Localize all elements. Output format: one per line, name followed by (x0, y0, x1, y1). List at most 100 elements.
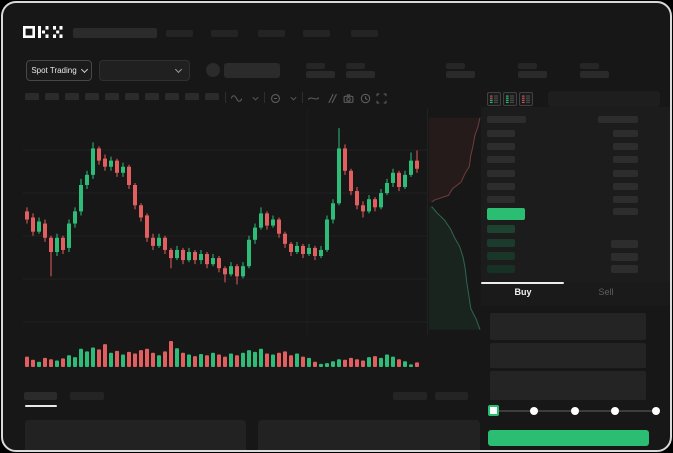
wave-indicator-icon[interactable] (230, 92, 242, 104)
candle (175, 249, 179, 259)
pair-name-placeholder (224, 63, 280, 78)
candle (49, 237, 53, 252)
volume-bar (31, 359, 35, 367)
book-combined-icon[interactable] (487, 92, 501, 106)
candle (331, 203, 335, 220)
nav-item-placeholder[interactable] (258, 30, 285, 37)
volume-bar (319, 363, 323, 367)
candle (235, 266, 239, 277)
book-size-placeholder (611, 265, 638, 273)
interval-placeholder[interactable] (85, 93, 99, 100)
nav-item-placeholder[interactable] (351, 30, 378, 37)
volume-bar (379, 357, 383, 367)
search-placeholder[interactable] (73, 28, 157, 38)
volume-bar (289, 355, 293, 367)
nav-item-placeholder[interactable] (166, 30, 193, 37)
history-clock-icon[interactable] (359, 92, 371, 104)
tab-sell[interactable]: Sell (598, 287, 614, 297)
ask-row-placeholder (487, 196, 515, 203)
volume-bar (181, 352, 185, 367)
slider-stop[interactable] (611, 407, 620, 415)
ask-row-placeholder (487, 130, 515, 137)
depth-chart[interactable] (427, 109, 482, 335)
order-form-tabs (481, 282, 670, 306)
bid-row-placeholder (487, 252, 515, 260)
chevron-down-icon[interactable] (287, 92, 299, 104)
candle (109, 160, 113, 167)
candle (241, 266, 245, 277)
book-asks-icon[interactable] (519, 92, 533, 106)
bottom-action-placeholder[interactable] (435, 392, 468, 400)
ask-row-placeholder (487, 156, 515, 163)
candle (181, 249, 185, 261)
volume-bar (331, 361, 335, 367)
buy-submit-button[interactable] (488, 430, 649, 446)
nav-item-placeholder[interactable] (211, 30, 238, 37)
stat-label-placeholder (346, 63, 365, 69)
market-type-label: Spot Trading (31, 66, 77, 75)
tab-buy[interactable]: Buy (514, 287, 532, 297)
volume-bar (217, 354, 221, 367)
candle (307, 247, 311, 255)
candle (103, 158, 107, 167)
total-input-placeholder[interactable] (490, 371, 646, 400)
interval-placeholder[interactable] (185, 93, 199, 100)
orders-table-placeholder (25, 420, 246, 450)
chevron-down-icon[interactable] (249, 92, 261, 104)
volume-bar (283, 351, 287, 367)
interval-placeholder[interactable] (205, 93, 219, 100)
candle (169, 249, 173, 259)
candle (361, 205, 365, 212)
nav-item-placeholder[interactable] (303, 30, 330, 37)
slider-stop[interactable] (570, 407, 579, 415)
trendline-icon[interactable] (307, 92, 319, 104)
book-size-placeholder (613, 183, 638, 190)
candle (31, 217, 35, 232)
stat-label-placeholder (580, 63, 599, 69)
interval-placeholder[interactable] (145, 93, 159, 100)
slider-stop[interactable] (652, 407, 660, 415)
bottom-tab-active-placeholder[interactable] (24, 392, 57, 400)
interval-placeholder[interactable] (45, 93, 59, 100)
interval-placeholder[interactable] (65, 93, 79, 100)
candle (187, 251, 191, 261)
volume-bar (373, 356, 377, 367)
fullscreen-icon[interactable] (375, 92, 387, 104)
candle (229, 266, 233, 275)
pair-selector-dropdown[interactable] (99, 60, 190, 81)
bottom-action-placeholder[interactable] (393, 392, 427, 400)
market-type-dropdown[interactable]: Spot Trading (26, 60, 92, 81)
interval-placeholder[interactable] (25, 93, 39, 100)
candle (121, 166, 125, 173)
candle (271, 219, 275, 226)
candle (313, 247, 317, 257)
chevron-down-icon (174, 65, 183, 74)
amount-input-placeholder[interactable] (490, 343, 646, 368)
bottom-tab-placeholder[interactable] (70, 392, 104, 400)
volume-bar (205, 355, 209, 367)
volume-bar (271, 354, 275, 367)
camera-icon[interactable] (342, 92, 354, 104)
interval-placeholder[interactable] (165, 93, 179, 100)
candle (259, 213, 263, 228)
stat-value-placeholder (446, 71, 475, 78)
volume-bar (43, 357, 47, 367)
last-price-bar[interactable] (487, 208, 525, 220)
pair-avatar (206, 63, 220, 77)
compare-hatch-icon[interactable] (325, 92, 337, 104)
okx-logo[interactable] (22, 25, 69, 39)
candle (397, 172, 401, 188)
slider-stop[interactable] (529, 407, 538, 415)
price-input-placeholder[interactable] (490, 313, 646, 340)
stat-label-placeholder (518, 63, 537, 69)
slider-handle[interactable] (487, 405, 499, 416)
interval-placeholder[interactable] (125, 93, 139, 100)
volume-bar (235, 355, 239, 367)
book-bids-icon[interactable] (503, 92, 517, 106)
candlestick-chart[interactable] (23, 109, 427, 335)
indicator-circle-icon[interactable] (269, 92, 281, 104)
book-size-placeholder (613, 143, 638, 150)
candle (373, 199, 377, 208)
interval-placeholder[interactable] (105, 93, 119, 100)
volume-bar (325, 363, 329, 367)
